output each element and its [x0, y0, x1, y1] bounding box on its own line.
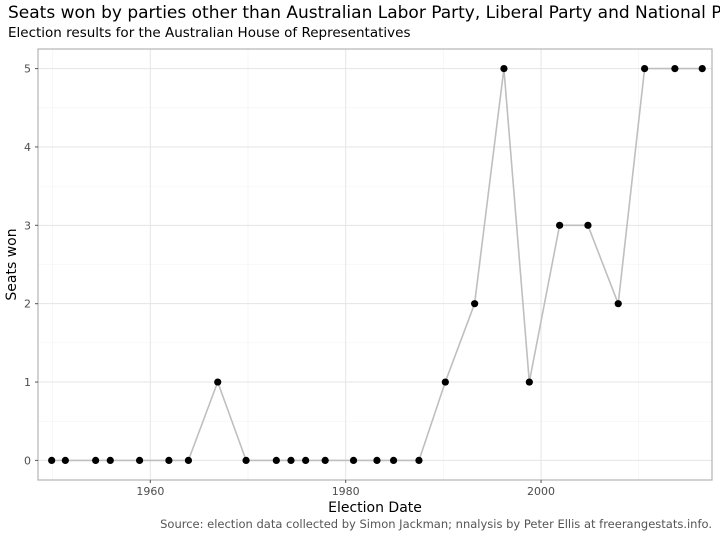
data-point	[349, 456, 358, 465]
source-caption: Source: election data collected by Simon…	[160, 517, 712, 531]
data-point	[373, 456, 381, 465]
data-point	[48, 456, 56, 465]
x-tick-label: 1960	[136, 485, 164, 498]
x-tick-label: 2000	[527, 485, 555, 498]
data-point	[214, 378, 222, 386]
data-point	[135, 456, 144, 465]
tick-labels: 0 1 2 3 4 5 1960 1980 2000	[24, 63, 555, 498]
data-point	[287, 456, 295, 465]
data-point	[106, 456, 114, 465]
y-tick-label: 3	[24, 219, 31, 232]
data-point	[61, 456, 69, 465]
data-point	[165, 456, 173, 465]
x-axis-title: Election Date	[328, 500, 422, 516]
y-tick-label: 4	[24, 141, 31, 154]
chart-title: Seats won by parties other than Australi…	[8, 3, 720, 23]
data-point	[471, 300, 479, 308]
data-point	[302, 456, 310, 465]
data-point	[242, 456, 250, 465]
data-point	[500, 64, 508, 73]
data-point	[698, 64, 706, 73]
data-point	[671, 64, 679, 73]
y-axis-title: Seats won	[4, 228, 20, 300]
data-point	[584, 221, 592, 229]
data-point	[415, 456, 423, 465]
data-point	[641, 64, 649, 73]
panel-border	[37, 48, 713, 481]
grid	[38, 49, 712, 480]
series-points-group	[48, 64, 706, 465]
y-tick-label: 5	[24, 63, 31, 76]
data-point	[184, 456, 193, 465]
data-point	[441, 378, 449, 386]
data-point	[614, 300, 622, 308]
data-point	[272, 456, 280, 465]
data-point	[321, 456, 329, 465]
chart-subtitle: Election results for the Australian Hous…	[8, 25, 411, 41]
data-point	[556, 221, 564, 229]
data-point	[389, 456, 398, 465]
y-tick-label: 1	[24, 376, 31, 389]
y-tick-label: 0	[24, 454, 31, 467]
x-tick-label: 1980	[332, 485, 360, 498]
data-point	[525, 378, 533, 386]
data-point	[92, 456, 100, 465]
y-tick-label: 2	[24, 298, 31, 311]
